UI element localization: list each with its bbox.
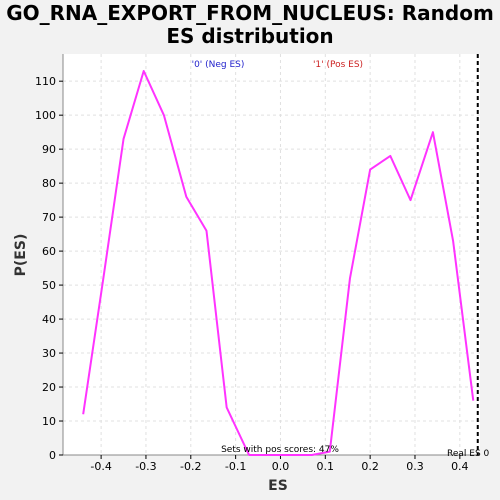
y-tick-label: 0 <box>49 449 56 462</box>
x-tick-label: 0.3 <box>406 460 424 473</box>
x-tick-label: 0.0 <box>272 460 290 473</box>
x-tick-label: -0.4 <box>90 460 111 473</box>
y-tick-label: 40 <box>42 313 56 326</box>
y-tick-label: 20 <box>42 381 56 394</box>
legend-neg-es: '0' (Neg ES) <box>192 60 245 70</box>
x-tick-label: 0.4 <box>451 460 469 473</box>
y-tick-label: 80 <box>42 177 56 190</box>
real-es-label: Real ES 0 <box>447 449 490 459</box>
y-tick-label: 100 <box>35 109 56 122</box>
y-tick-label: 90 <box>42 143 56 156</box>
y-axis-label: P(ES) <box>13 234 29 277</box>
y-tick-label: 60 <box>42 245 56 258</box>
y-tick-label: 30 <box>42 347 56 360</box>
y-tick-label: 10 <box>42 415 56 428</box>
chart-title-line2: ES distribution <box>166 24 333 48</box>
x-tick-label: 0.1 <box>317 460 335 473</box>
grid <box>63 54 480 456</box>
series-layer <box>82 69 475 456</box>
chart-title-line1: GO_RNA_EXPORT_FROM_NUCLEUS: Random <box>6 1 494 25</box>
ticks: -0.4 -0.3 -0.2 -0.1 0.0 0.1 0.2 0.3 0.4 0 10 20 30 40… <box>35 75 469 473</box>
x-tick-label: -0.2 <box>180 460 201 473</box>
es-distribution-line <box>82 69 475 456</box>
pos-scores-annotation: Sets with pos scores: 47% <box>221 445 339 455</box>
y-tick-label: 70 <box>42 211 56 224</box>
y-tick-label: 50 <box>42 279 56 292</box>
x-tick-label: 0.2 <box>361 460 379 473</box>
legend-pos-es: '1' (Pos ES) <box>313 60 363 70</box>
plot-area <box>63 54 480 455</box>
x-axis-label: ES <box>268 478 288 494</box>
x-tick-label: -0.3 <box>135 460 156 473</box>
y-tick-label: 110 <box>35 75 56 88</box>
x-tick-label: -0.1 <box>225 460 246 473</box>
